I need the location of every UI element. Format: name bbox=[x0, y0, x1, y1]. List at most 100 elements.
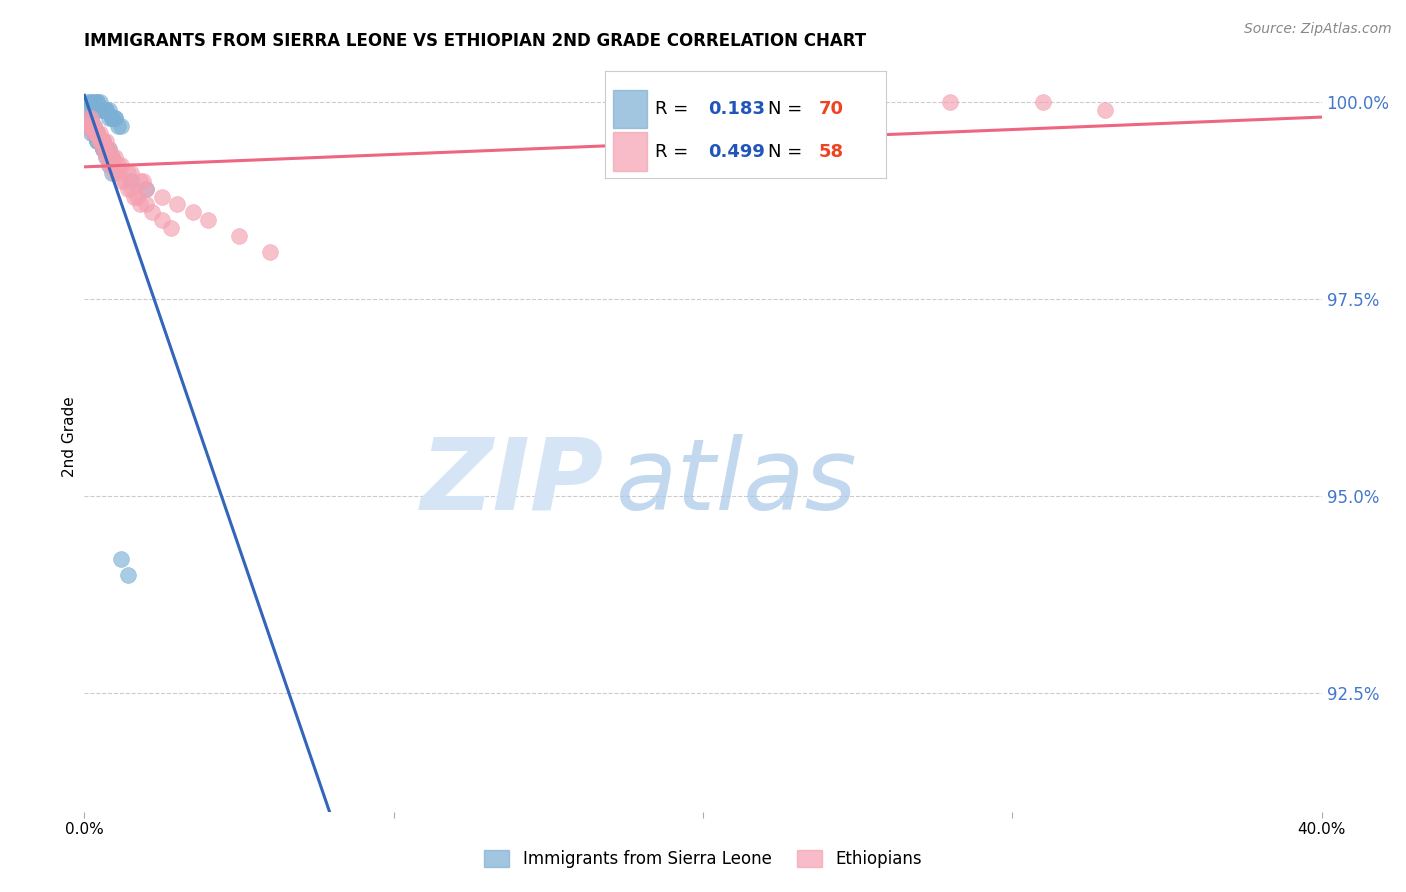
Point bbox=[76, 119, 98, 133]
Point bbox=[86, 127, 108, 141]
Point bbox=[98, 142, 121, 156]
Point bbox=[83, 95, 105, 109]
Point bbox=[98, 150, 121, 164]
Bar bbox=[613, 89, 647, 128]
Point bbox=[1094, 103, 1116, 117]
Point bbox=[939, 95, 962, 109]
Text: IMMIGRANTS FROM SIERRA LEONE VS ETHIOPIAN 2ND GRADE CORRELATION CHART: IMMIGRANTS FROM SIERRA LEONE VS ETHIOPIA… bbox=[84, 32, 866, 50]
Point bbox=[117, 568, 139, 582]
Point bbox=[114, 174, 136, 188]
Point bbox=[94, 134, 117, 148]
Point bbox=[76, 111, 98, 125]
Point bbox=[122, 189, 145, 203]
Point bbox=[86, 134, 108, 148]
Point bbox=[79, 119, 101, 133]
Point bbox=[228, 229, 250, 244]
Point bbox=[76, 111, 98, 125]
Point bbox=[76, 119, 98, 133]
Point bbox=[86, 127, 108, 141]
Point bbox=[83, 127, 105, 141]
Point bbox=[91, 142, 114, 156]
Point bbox=[160, 221, 183, 235]
Point bbox=[101, 158, 124, 172]
Point bbox=[76, 95, 98, 109]
Text: ZIP: ZIP bbox=[420, 434, 605, 531]
Point bbox=[135, 181, 157, 195]
Point bbox=[110, 552, 132, 566]
Point bbox=[101, 150, 124, 164]
Point bbox=[86, 127, 108, 141]
Point bbox=[89, 134, 111, 148]
Point bbox=[89, 127, 111, 141]
Text: 0.183: 0.183 bbox=[709, 100, 766, 118]
Point bbox=[89, 134, 111, 148]
Point bbox=[94, 150, 117, 164]
Point bbox=[91, 103, 114, 117]
Point bbox=[135, 181, 157, 195]
Point bbox=[91, 142, 114, 156]
Point bbox=[79, 119, 101, 133]
Point bbox=[132, 174, 155, 188]
Point bbox=[107, 166, 129, 180]
Point bbox=[86, 95, 108, 109]
Point bbox=[98, 142, 121, 156]
Point bbox=[120, 166, 142, 180]
Text: N =: N = bbox=[768, 100, 807, 118]
Point bbox=[110, 158, 132, 172]
Legend: Immigrants from Sierra Leone, Ethiopians: Immigrants from Sierra Leone, Ethiopians bbox=[478, 843, 928, 875]
Point bbox=[98, 103, 121, 117]
Point bbox=[79, 119, 101, 133]
Point bbox=[166, 197, 188, 211]
Text: R =: R = bbox=[655, 100, 695, 118]
Y-axis label: 2nd Grade: 2nd Grade bbox=[62, 397, 77, 477]
Point bbox=[83, 127, 105, 141]
Point bbox=[76, 119, 98, 133]
Point bbox=[76, 119, 98, 133]
Point bbox=[76, 111, 98, 125]
Point bbox=[91, 134, 114, 148]
Point bbox=[89, 134, 111, 148]
Point bbox=[101, 111, 124, 125]
Point bbox=[101, 166, 124, 180]
Point bbox=[89, 134, 111, 148]
Point bbox=[94, 103, 117, 117]
Point bbox=[101, 111, 124, 125]
Point bbox=[94, 103, 117, 117]
Point bbox=[91, 134, 114, 148]
Point bbox=[86, 127, 108, 141]
Point bbox=[83, 127, 105, 141]
Point bbox=[79, 111, 101, 125]
Point bbox=[150, 189, 173, 203]
Point bbox=[117, 166, 139, 180]
Point bbox=[259, 244, 281, 259]
Point bbox=[83, 127, 105, 141]
Point bbox=[86, 127, 108, 141]
Text: 0.499: 0.499 bbox=[709, 143, 765, 161]
Point bbox=[79, 95, 101, 109]
Point bbox=[94, 142, 117, 156]
Point bbox=[79, 95, 101, 109]
Point bbox=[76, 111, 98, 125]
Point bbox=[91, 103, 114, 117]
Point bbox=[107, 119, 129, 133]
Point bbox=[83, 127, 105, 141]
Point bbox=[129, 174, 152, 188]
Point bbox=[86, 127, 108, 141]
Point bbox=[79, 119, 101, 133]
Point bbox=[89, 134, 111, 148]
Point bbox=[76, 119, 98, 133]
Point bbox=[76, 119, 98, 133]
Point bbox=[197, 213, 219, 227]
Text: N =: N = bbox=[768, 143, 807, 161]
Point bbox=[98, 158, 121, 172]
Point bbox=[79, 119, 101, 133]
Text: 58: 58 bbox=[818, 143, 844, 161]
Point bbox=[79, 119, 101, 133]
Point bbox=[91, 142, 114, 156]
Point bbox=[104, 150, 127, 164]
Point bbox=[83, 119, 105, 133]
Point bbox=[125, 189, 148, 203]
Point bbox=[79, 127, 101, 141]
Point bbox=[101, 150, 124, 164]
Point bbox=[86, 134, 108, 148]
